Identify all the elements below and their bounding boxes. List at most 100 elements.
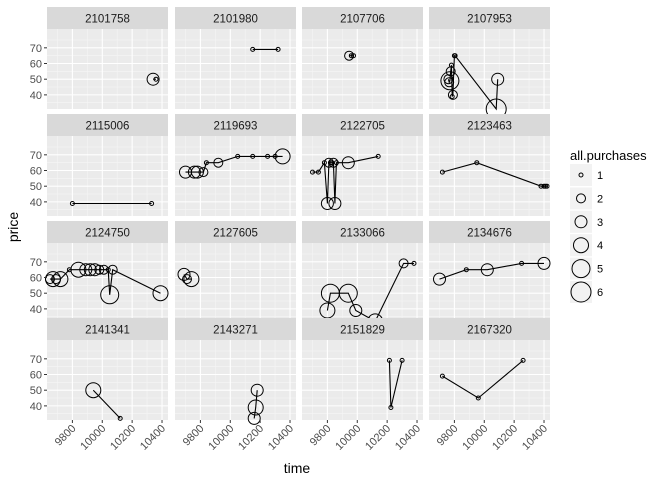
legend-size-label: 5 <box>597 264 603 276</box>
data-point <box>247 399 264 416</box>
data-point <box>463 267 469 273</box>
series-line <box>388 360 403 408</box>
facet-panel: 2141341 <box>47 318 168 421</box>
facet-strip-label: 2124750 <box>85 228 130 240</box>
facet-strip-label: 2122705 <box>340 121 385 133</box>
y-tick-label: 40 <box>30 304 42 316</box>
facet-panel: 2123463 <box>429 114 550 216</box>
facet-panel: 2119693 <box>175 114 296 216</box>
legend-size-label: 3 <box>597 217 603 229</box>
panel-background <box>429 29 550 109</box>
data-point <box>439 169 445 175</box>
data-point <box>537 256 551 270</box>
facet-panel: 2134676 <box>429 221 551 323</box>
data-point <box>338 283 358 303</box>
size-legend: all.purchases 1 2 3 4 5 6 <box>570 148 647 303</box>
data-point <box>348 53 354 59</box>
data-point <box>388 405 394 410</box>
data-point <box>79 263 93 277</box>
data-point <box>250 383 264 397</box>
data-point <box>187 165 201 179</box>
legend-key-background <box>570 187 592 210</box>
data-point <box>449 94 455 99</box>
data-point <box>320 197 334 210</box>
facet-strip <box>175 7 296 29</box>
facet-strip-label: 2127605 <box>213 228 258 240</box>
data-point <box>190 165 204 179</box>
panel-background <box>429 243 550 323</box>
y-tick-label: 60 <box>30 166 42 178</box>
data-point <box>399 357 405 363</box>
data-point <box>333 160 339 166</box>
data-point <box>182 274 192 285</box>
x-tick-label: 10000 <box>460 423 490 453</box>
facet-strip <box>175 114 296 136</box>
facet-panel: 2133066 <box>302 221 423 330</box>
panel-background <box>429 136 550 216</box>
facet-strip <box>302 318 423 340</box>
data-point <box>83 263 97 277</box>
x-tick-label: 9800 <box>308 423 334 449</box>
data-point <box>69 201 75 206</box>
panel-background <box>47 340 168 420</box>
data-point <box>183 271 200 288</box>
facet-panel: 2115006 <box>47 114 168 216</box>
data-point <box>70 261 87 278</box>
data-point <box>117 415 123 421</box>
data-point <box>275 46 281 52</box>
x-tick-label: 10000 <box>333 423 363 453</box>
x-tick-label: 10200 <box>108 423 138 453</box>
y-tick-label: 60 <box>30 59 42 71</box>
data-point <box>100 285 120 305</box>
legend-size-label: 6 <box>597 287 603 299</box>
series-line <box>50 268 161 295</box>
data-point <box>475 395 481 401</box>
data-point <box>85 382 102 399</box>
legend-size-symbol <box>571 259 591 279</box>
data-point <box>235 153 241 159</box>
data-point <box>274 148 291 165</box>
data-point <box>152 285 169 302</box>
x-tick-label: 10000 <box>206 423 236 453</box>
facet-panel: 2101980 <box>175 7 296 109</box>
data-point <box>51 274 61 285</box>
facet-panel: 2143271 <box>175 318 296 425</box>
y-axis-ticks: 40 50 60 70 40 50 60 70 40 50 60 70 40 50 60 70 <box>30 43 47 413</box>
legend-key-background <box>570 257 592 280</box>
facet-strip <box>302 114 423 136</box>
data-point <box>440 71 460 91</box>
y-tick-label: 60 <box>30 370 42 382</box>
y-tick-label: 40 <box>30 197 42 209</box>
data-point <box>452 53 458 59</box>
legend-size-label: 2 <box>597 193 603 205</box>
facet-panel: 2101758 <box>47 7 168 109</box>
x-tick-label: 9800 <box>53 423 79 449</box>
facet-strip <box>429 114 550 136</box>
legend-size-symbol <box>578 172 584 178</box>
y-tick-label: 40 <box>30 90 42 102</box>
facet-panel: 2167320 <box>429 318 550 420</box>
facet-strip-label: 2167320 <box>467 325 512 337</box>
y-tick-label: 70 <box>30 43 42 55</box>
facet-strip <box>47 318 168 340</box>
facet-strip <box>302 7 423 29</box>
facet-strip-label: 2119693 <box>214 121 258 133</box>
data-point <box>447 89 458 100</box>
data-point <box>315 169 321 175</box>
x-tick-label: 10400 <box>520 423 550 453</box>
panel-background <box>302 340 423 420</box>
facet-strip-label: 2101758 <box>85 14 130 26</box>
x-tick-label: 10400 <box>266 423 296 453</box>
data-point <box>265 153 271 159</box>
x-axis-ticks: 9800 10000 10200 10400 9800 10000 10200 10400 98… <box>53 420 550 453</box>
panel-background <box>175 136 296 216</box>
panel-background <box>429 340 550 420</box>
data-point <box>491 72 505 86</box>
data-point <box>439 373 445 379</box>
data-point <box>213 157 224 168</box>
series-line <box>439 262 544 280</box>
x-tick-label: 10200 <box>363 423 393 453</box>
y-tick-label: 50 <box>30 74 42 86</box>
facet-strip-label: 2151829 <box>340 325 385 337</box>
